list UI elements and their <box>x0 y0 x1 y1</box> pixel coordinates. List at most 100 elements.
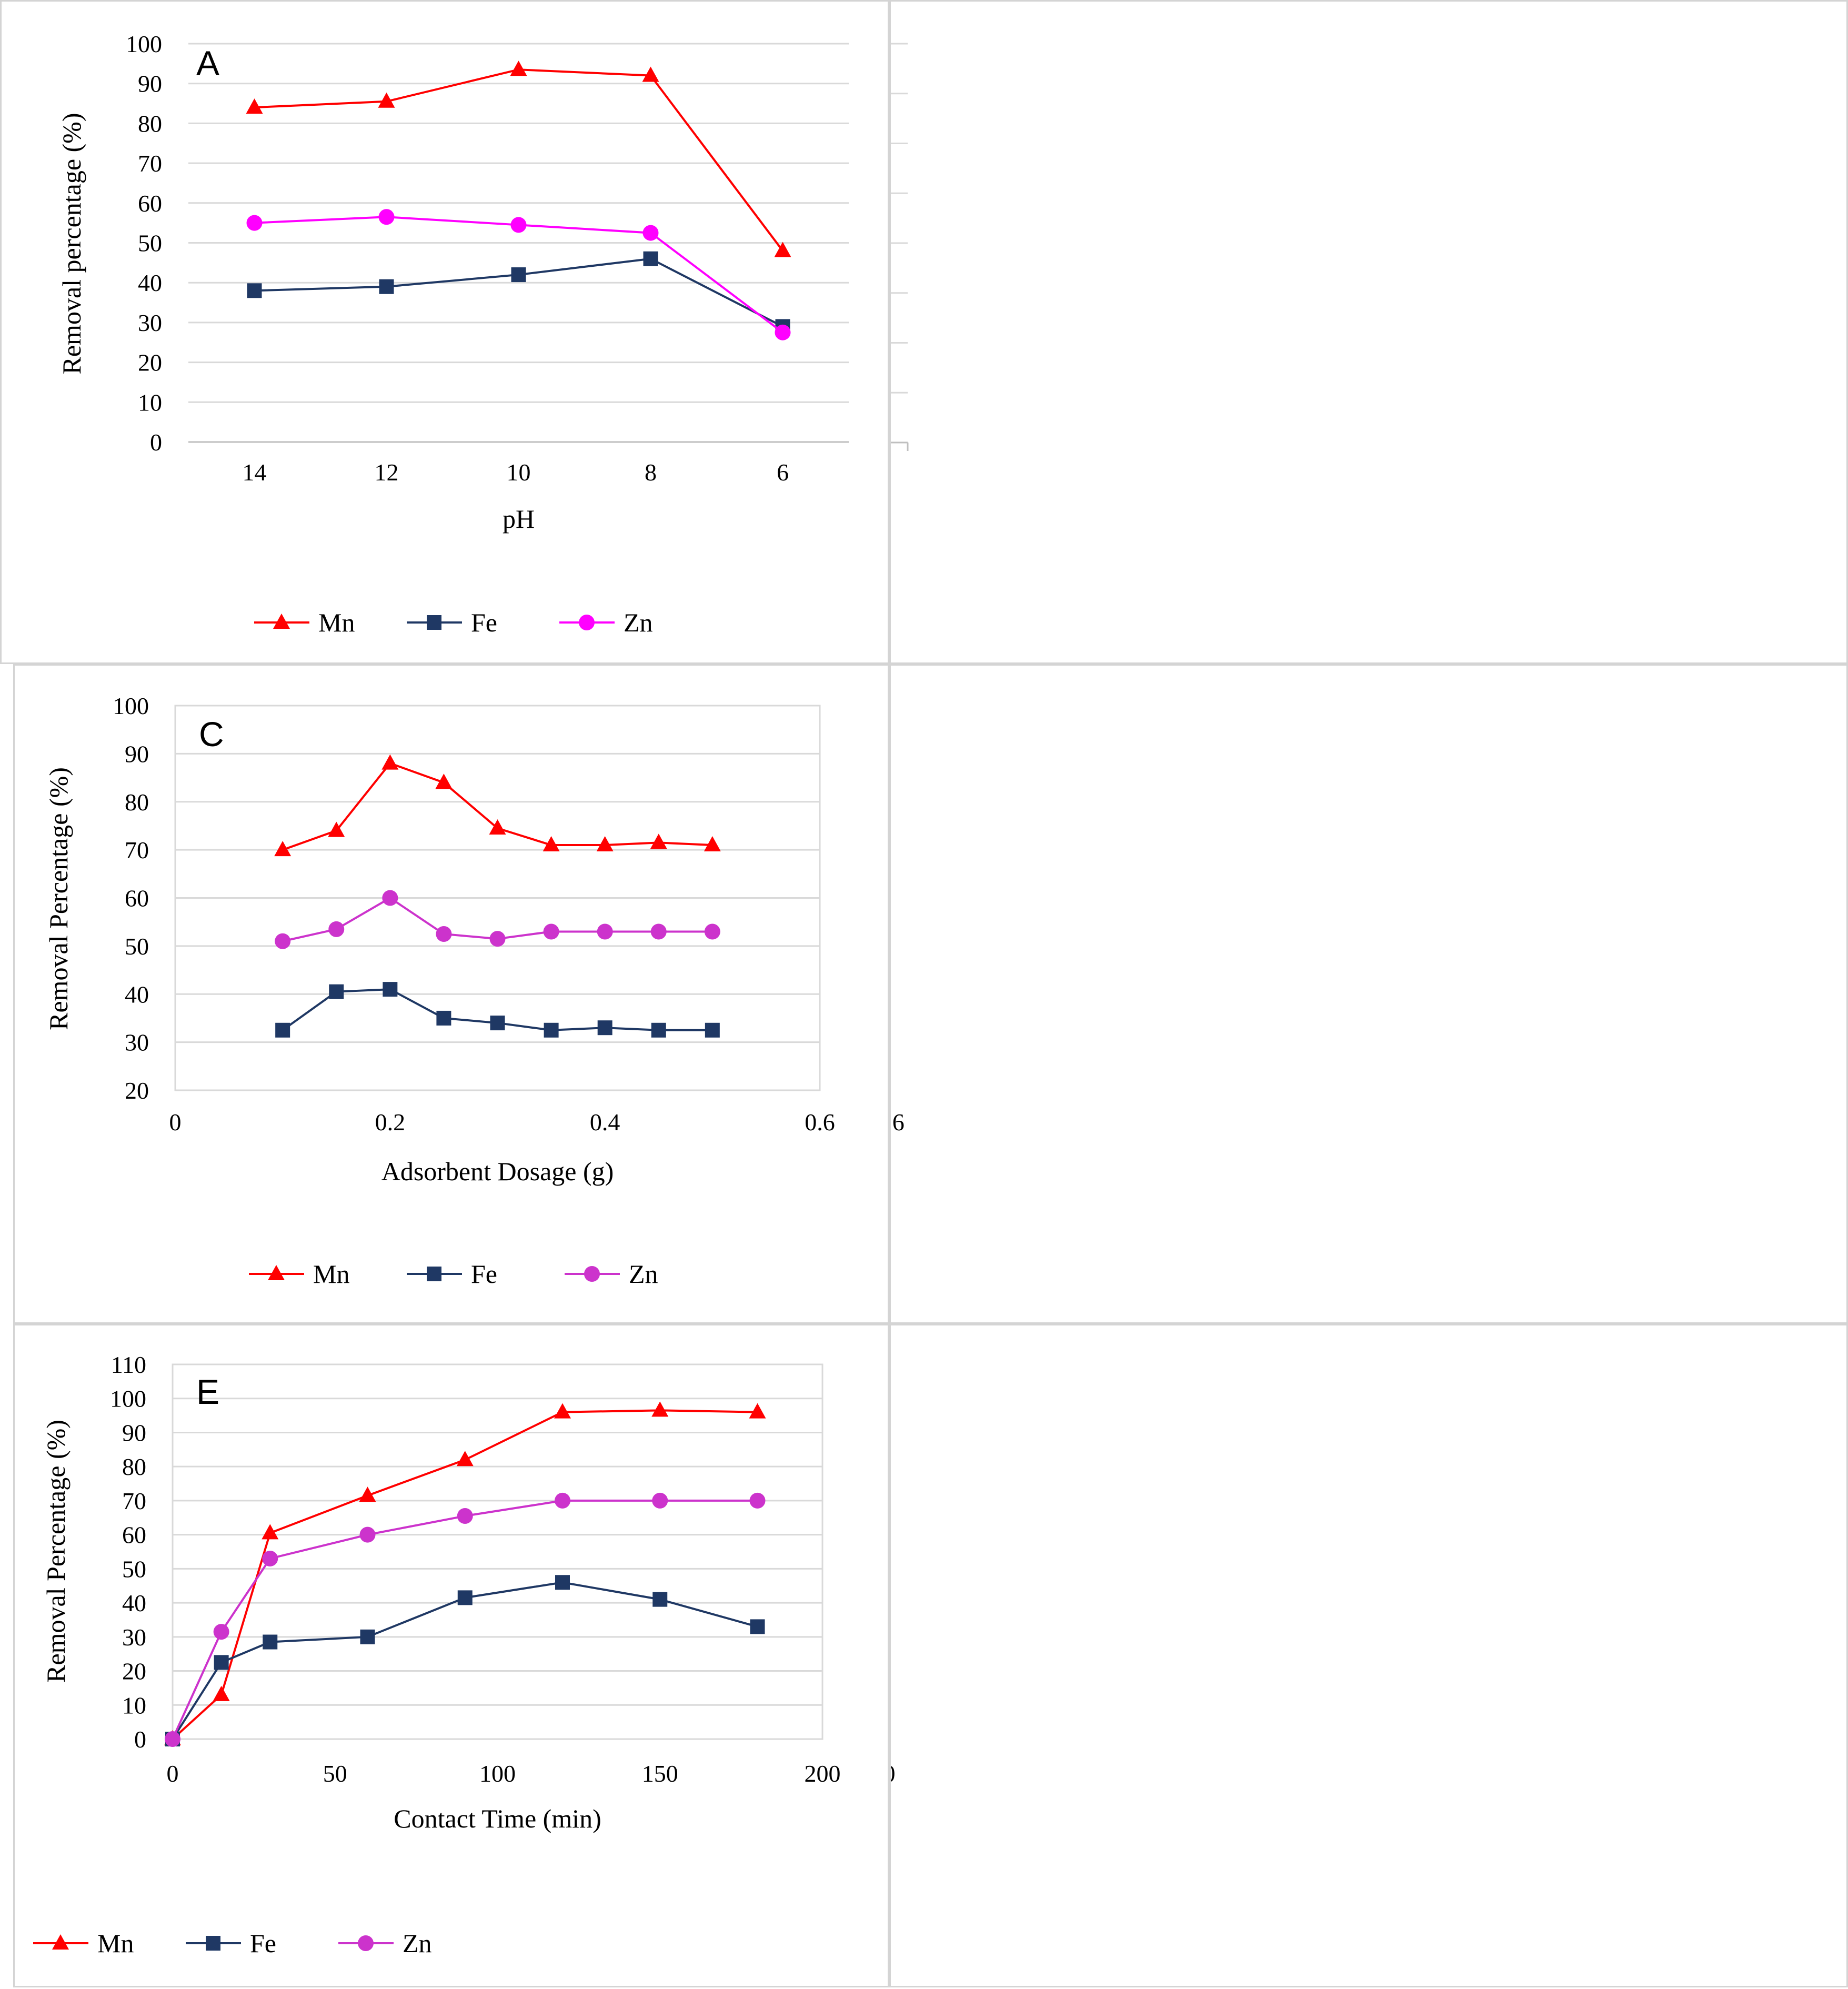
y-tick-label: 50 <box>125 933 149 960</box>
plot-frame <box>172 1363 823 1740</box>
y-tick-label: 90 <box>122 1419 146 1446</box>
legend-marker-fe <box>427 1267 441 1281</box>
x-axis-label: Adsorbent Dosage (g) <box>381 1157 614 1186</box>
x-tick-label: 0.4 <box>590 1109 620 1136</box>
y-axis-label: Removal Percentage (%) <box>44 767 73 1030</box>
y-tick-label: 40 <box>138 269 162 296</box>
y-tick-label: 60 <box>122 1522 146 1549</box>
data-point-mn <box>642 66 659 82</box>
data-point-mn <box>381 754 399 770</box>
legend-label-zn: Zn <box>629 1259 658 1289</box>
y-tick-label: 20 <box>125 1077 149 1104</box>
data-point-zn <box>543 923 559 940</box>
legend-label-fe: Fe <box>471 608 497 637</box>
data-point-fe <box>457 1590 473 1605</box>
data-point-zn <box>457 1508 473 1524</box>
plot-group: 0 10 20 30 40 50 60 70 80 90 100 110 0 50 100 150 200 E Co… <box>33 1351 841 1958</box>
data-point-mn <box>749 1403 766 1419</box>
data-point-fe <box>490 1016 505 1031</box>
data-point-fe <box>275 1022 290 1038</box>
y-tick-label: 80 <box>138 110 162 137</box>
y-tick-label: 60 <box>125 885 149 912</box>
y-axis-label: Removal percentage (%) <box>57 113 86 375</box>
series-line-mn <box>172 1409 758 1740</box>
y-tick-label: 70 <box>125 837 149 863</box>
data-point-zn <box>378 209 395 225</box>
legend-label-zn: Zn <box>624 608 653 637</box>
x-tick-label: 10 <box>507 459 531 486</box>
data-point-zn <box>650 923 667 940</box>
data-point-mn <box>774 242 791 257</box>
data-point-fe <box>652 1592 668 1607</box>
data-point-mn <box>456 1451 474 1466</box>
y-tick-label: 0 <box>150 429 162 456</box>
plot-group: 20 30 40 50 60 70 80 90 100 0 0.2 0.4 0.6 C Adsorbent … <box>44 692 835 1289</box>
data-point-zn <box>597 923 613 940</box>
legend-marker-mn <box>268 1265 285 1280</box>
data-point-mn <box>650 833 667 849</box>
y-axis-label: Removal Percentage (%) <box>41 1420 71 1683</box>
data-point-zn <box>328 921 345 937</box>
data-point-zn <box>775 324 791 340</box>
chart-panel-d: 203040506070809010000.10.20.30.40.50.6DA… <box>889 664 1848 1324</box>
y-tick-label: 70 <box>138 150 162 177</box>
data-point-fe <box>643 251 658 266</box>
legend-marker-mn <box>52 1934 69 1950</box>
data-point-mn <box>359 1486 376 1502</box>
data-point-fe <box>651 1022 666 1038</box>
legend-marker-zn <box>579 615 595 630</box>
data-point-zn <box>489 931 506 947</box>
data-point-mn <box>554 1403 571 1419</box>
x-tick-label: 0.6 <box>891 1109 905 1136</box>
data-point-zn <box>510 217 527 233</box>
data-point-fe <box>247 283 262 298</box>
data-point-fe <box>329 984 344 999</box>
y-tick-label: 100 <box>110 1385 146 1412</box>
legend-label-zn: Zn <box>403 1928 432 1958</box>
chart-title: E <box>196 1372 219 1411</box>
y-tick-label: 0 <box>134 1726 146 1753</box>
data-point-zn <box>749 1492 766 1509</box>
legend-marker-fe <box>206 1936 220 1951</box>
plot-group: 0102030405060708090100050100150200FConta… <box>891 1760 896 1787</box>
x-axis-label: Contact Time (min) <box>394 1804 601 1833</box>
chart-title: A <box>196 44 219 83</box>
y-tick-label: 50 <box>138 230 162 257</box>
y-tick-label: 40 <box>125 981 149 1008</box>
legend-marker-zn <box>358 1935 374 1951</box>
series-line-fe <box>172 1581 758 1740</box>
data-point-zn <box>436 926 452 942</box>
data-point-mn <box>262 1524 279 1540</box>
data-point-zn <box>275 933 291 949</box>
data-point-fe <box>555 1575 570 1590</box>
data-point-zn <box>652 1492 668 1509</box>
x-tick-label: 8 <box>645 459 657 486</box>
chart-f: 0102030405060708090100050100150200FConta… <box>891 1760 896 1787</box>
data-point-fe <box>263 1634 278 1650</box>
chart-panel-b: 0102030405060708014121086BpHRemoval perc… <box>889 0 1848 664</box>
data-point-zn <box>165 1731 180 1747</box>
chart-e: 0 10 20 30 40 50 60 70 80 90 100 110 0 50 100 150 200 E Co… <box>33 1351 841 1958</box>
plot-group: 203040506070809010000.10.20.30.40.50.6DA… <box>891 1109 905 1136</box>
data-point-fe <box>750 1619 765 1634</box>
y-tick-label: 110 <box>111 1351 146 1378</box>
legend-label-fe: Fe <box>471 1259 497 1289</box>
x-tick-label: 0.6 <box>805 1109 835 1136</box>
data-point-mn <box>213 1685 230 1701</box>
x-tick-label: 50 <box>323 1760 347 1787</box>
data-point-fe <box>597 1020 612 1036</box>
x-tick-label: 200 <box>891 1760 896 1787</box>
data-point-mn <box>510 61 527 76</box>
y-tick-label: 20 <box>122 1658 146 1685</box>
y-tick-label: 50 <box>122 1555 146 1582</box>
legend-label-fe: Fe <box>250 1928 276 1958</box>
x-tick-label: 100 <box>479 1760 516 1787</box>
data-point-zn <box>359 1526 376 1543</box>
data-point-fe <box>360 1629 375 1644</box>
chart-b: 0102030405060708014121086BpHRemoval perc… <box>891 43 909 451</box>
y-tick-label: 100 <box>113 692 149 719</box>
legend-marker-fe <box>427 615 441 630</box>
x-tick-label: 0 <box>169 1109 182 1136</box>
chart-c: 20 30 40 50 60 70 80 90 100 0 0.2 0.4 0.6 C Adsorbent … <box>44 692 835 1289</box>
